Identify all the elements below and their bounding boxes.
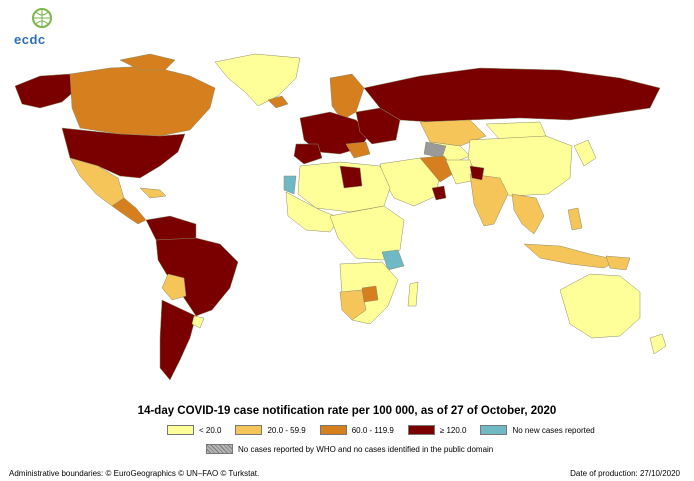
region-new-zealand <box>649 333 667 355</box>
region-oman <box>431 185 447 201</box>
legend-item-20-59: 20.0 - 59.9 <box>235 425 306 435</box>
logo-text: ecdc <box>14 32 46 47</box>
region-canada-islands <box>119 53 176 71</box>
region-southeast-asia <box>511 193 545 235</box>
legend-label-ge120: ≥ 120.0 <box>439 425 467 435</box>
countries <box>14 53 667 381</box>
ecdc-logo: ecdc <box>6 6 58 50</box>
region-caribbean <box>139 187 167 199</box>
region-philippines <box>567 207 583 231</box>
region-russia <box>363 67 661 123</box>
legend-item-60-119: 60.0 - 119.9 <box>319 425 394 435</box>
region-zimbabwe <box>361 285 379 303</box>
region-uruguay <box>191 315 205 329</box>
attribution-text: Administrative boundaries: © EuroGeograp… <box>9 469 260 478</box>
region-india <box>469 173 509 227</box>
region-korea-japan <box>573 139 597 167</box>
legend-item-lt20: < 20.0 <box>167 425 221 435</box>
region-brazil <box>155 237 239 317</box>
legend-item-no-new: No new cases reported <box>480 425 595 435</box>
region-colombia-venezuela <box>145 215 197 243</box>
map-title: 14-day COVID-19 case notification rate p… <box>137 405 557 417</box>
region-southern-cone <box>159 299 197 381</box>
region-indonesia <box>523 243 619 269</box>
production-date: Date of production: 27/10/2020 <box>570 469 680 478</box>
legend-swatch-ge120 <box>407 425 435 435</box>
region-alaska <box>14 73 79 109</box>
ecdc-globe-logo-icon <box>32 8 52 28</box>
legend-item-ge120: ≥ 120.0 <box>407 425 467 435</box>
legend-swatch-60-119 <box>319 425 347 435</box>
region-papua-new-guinea <box>605 255 631 271</box>
legend-swatch-20-59 <box>235 425 263 435</box>
legend-swatch-no-new <box>480 425 508 435</box>
legend-label-no-new: No new cases reported <box>512 425 595 435</box>
region-australia <box>559 273 641 339</box>
legend-label-no-cases: No cases reported by WHO and no cases id… <box>238 444 494 454</box>
region-bolivia <box>161 273 187 301</box>
region-west-africa <box>285 191 341 233</box>
region-canada <box>69 65 216 137</box>
region-tanzania <box>381 249 405 271</box>
region-iberia <box>293 143 323 165</box>
region-western-sahara <box>283 175 297 195</box>
region-libya <box>339 165 363 189</box>
legend-swatch-no-cases <box>206 444 233 454</box>
legend: < 20.0 20.0 - 59.9 60.0 - 119.9 ≥ 120.0 … <box>167 425 609 435</box>
region-iceland <box>267 95 289 109</box>
region-balkans <box>345 141 371 159</box>
legend-label-60-119: 60.0 - 119.9 <box>351 425 394 435</box>
world-map <box>14 53 667 381</box>
legend-label-lt20: < 20.0 <box>199 425 222 435</box>
legend-swatch-lt20 <box>167 425 194 435</box>
region-greenland <box>214 53 301 107</box>
region-namibia-botswana <box>339 289 367 321</box>
legend-hatched: No cases reported by WHO and no cases id… <box>206 444 493 454</box>
region-madagascar <box>407 281 419 307</box>
region-india-north <box>469 165 485 181</box>
legend-label-20-59: 20.0 - 59.9 <box>267 425 306 435</box>
